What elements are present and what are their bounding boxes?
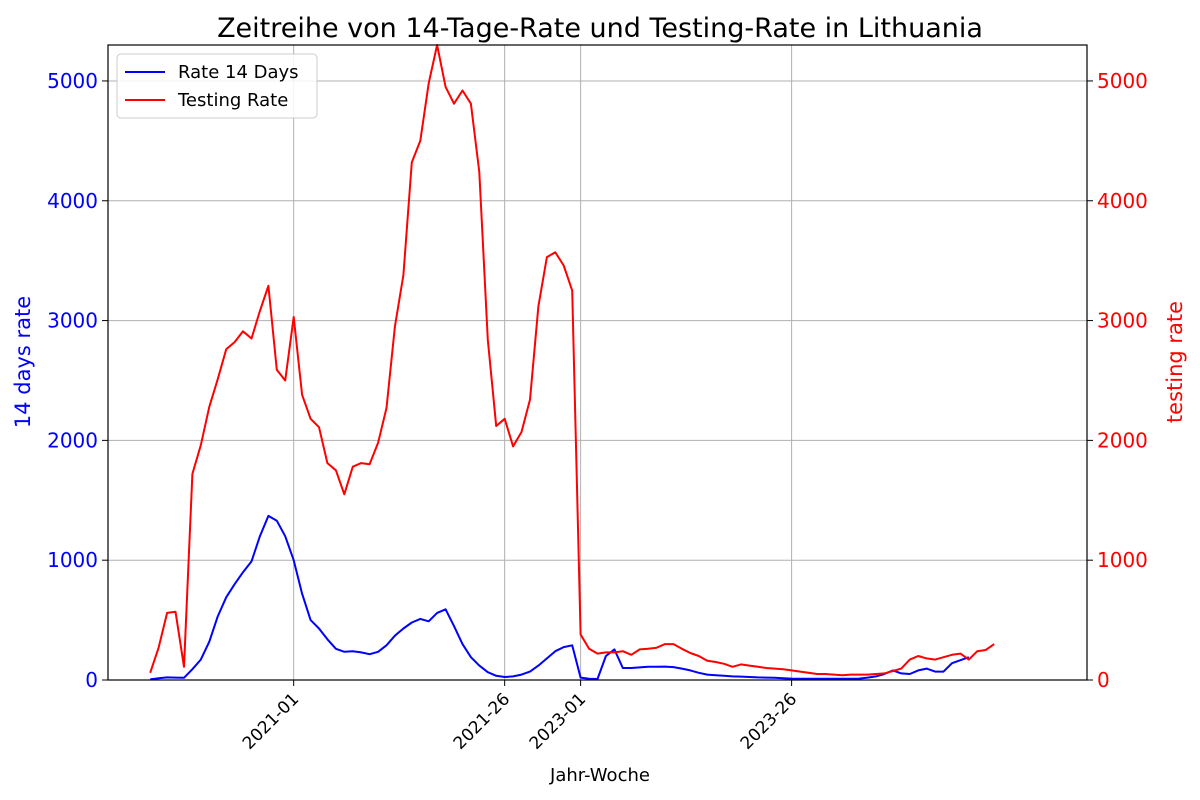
left-tick-label: 2000 xyxy=(47,428,98,452)
legend-label-testing: Testing Rate xyxy=(177,90,288,111)
x-tick-label: 2021-01 xyxy=(239,689,303,753)
legend: Rate 14 Days Testing Rate xyxy=(116,53,318,119)
right-tick-label: 3000 xyxy=(1097,309,1148,333)
right-tick-label: 1000 xyxy=(1097,548,1148,572)
grid-lines xyxy=(108,45,1087,681)
left-axis: 0 1000 2000 3000 4000 5000 xyxy=(47,69,108,692)
right-tick-label: 0 xyxy=(1097,668,1110,692)
left-tick-label: 1000 xyxy=(47,548,98,572)
right-tick-label: 4000 xyxy=(1097,189,1148,213)
legend-label-rate: Rate 14 Days xyxy=(178,62,299,83)
left-tick-label: 3000 xyxy=(47,309,98,333)
legend-box xyxy=(116,53,318,119)
x-axis-label: Jahr-Woche xyxy=(549,765,650,786)
series-line-testing-rate xyxy=(149,44,995,677)
left-tick-label: 5000 xyxy=(47,69,98,93)
left-tick-label: 4000 xyxy=(47,189,98,213)
right-tick-label: 2000 xyxy=(1097,428,1148,452)
series-layer xyxy=(149,44,995,681)
plot-frame xyxy=(107,44,1088,681)
x-axis: 2021-01 2021-26 2023-01 2023-26 xyxy=(239,680,801,754)
right-axis-label: testing rate xyxy=(1163,301,1187,423)
right-tick-label: 5000 xyxy=(1097,69,1148,93)
x-tick-label: 2023-01 xyxy=(526,689,590,753)
x-tick-label: 2023-26 xyxy=(737,689,801,753)
chart-title: Zeitreihe von 14-Tage-Rate und Testing-R… xyxy=(217,13,983,44)
left-tick-label: 0 xyxy=(85,668,98,692)
right-axis: 0 1000 2000 3000 4000 5000 xyxy=(1087,69,1148,692)
x-tick-label: 2021-26 xyxy=(450,689,514,753)
left-axis-label: 14 days rate xyxy=(11,296,35,428)
series-line-rate-14-days xyxy=(150,514,970,681)
